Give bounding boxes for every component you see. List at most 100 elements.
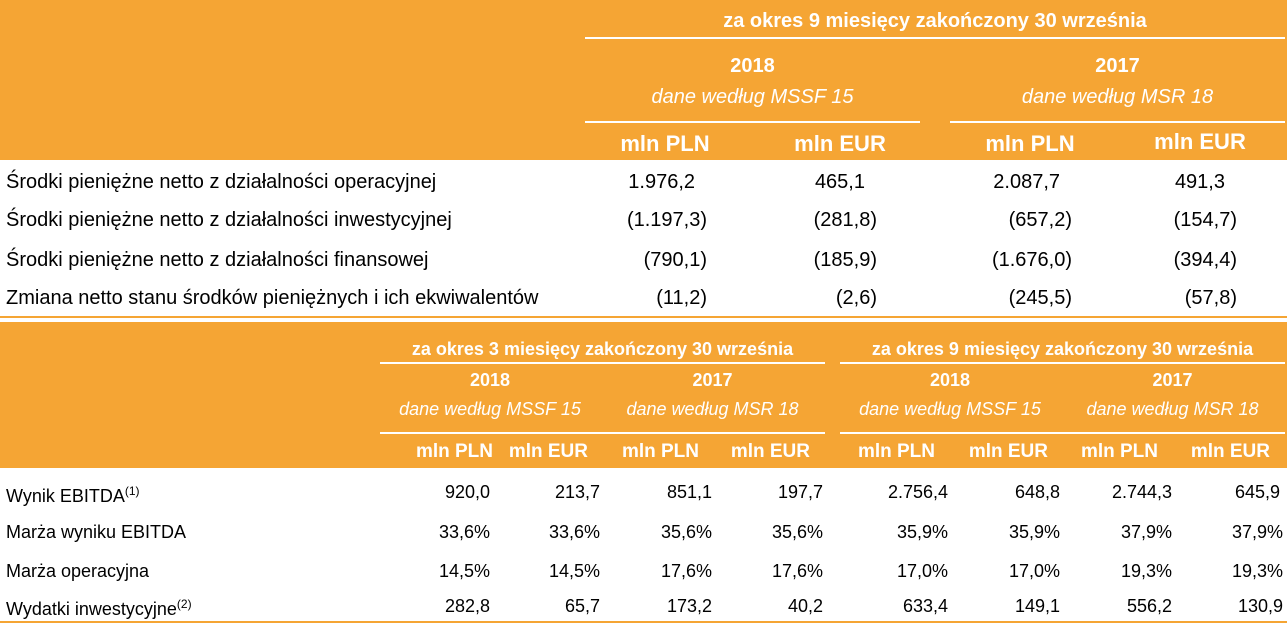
cell-value: (657,2) bbox=[1008, 209, 1072, 231]
cell-value: 851,1 bbox=[666, 482, 712, 502]
table2-period-underline-9m bbox=[840, 362, 1285, 364]
cell-value: 35,6% bbox=[660, 522, 712, 542]
table2-basis: dane według MSSF 15 bbox=[859, 399, 1041, 419]
table2-period-underline-3m bbox=[380, 362, 825, 364]
cell-value: (57,8) bbox=[1184, 287, 1237, 309]
row-label-text: Marża wyniku EBITDA bbox=[6, 522, 187, 542]
cell-value: 149,1 bbox=[1014, 596, 1060, 616]
table1-basis-2017: dane według MSR 18 bbox=[1021, 86, 1214, 108]
cell-value: 17,6% bbox=[660, 561, 712, 581]
table2-unit: mln PLN bbox=[415, 441, 493, 462]
table2-basis: dane według MSR 18 bbox=[1086, 399, 1259, 419]
table2-unit: mln EUR bbox=[508, 441, 588, 462]
table2-year: 2018 bbox=[469, 370, 511, 390]
footnote-marker: (1) bbox=[124, 484, 140, 498]
cell-value: 40,2 bbox=[787, 596, 823, 616]
cell-value: 14,5% bbox=[548, 561, 600, 581]
table1-period-underline bbox=[585, 37, 1285, 39]
cell-value: 648,8 bbox=[1014, 482, 1060, 502]
row-label-text: Marża operacyjna bbox=[6, 561, 150, 581]
row-label-text: Wydatki inwestycyjne bbox=[6, 599, 177, 619]
cell-value: 14,5% bbox=[438, 561, 490, 581]
table1-unit: mln EUR bbox=[1154, 129, 1246, 154]
cell-value: 2.087,7 bbox=[993, 171, 1060, 193]
cell-value: 920,0 bbox=[444, 482, 490, 502]
cell-value: 2.756,4 bbox=[887, 482, 948, 502]
cell-value: (790,1) bbox=[643, 249, 707, 271]
cell-value: 17,0% bbox=[1008, 561, 1060, 581]
cell-value: (11,2) bbox=[656, 287, 707, 309]
table1-year-2017: 2017 bbox=[1095, 55, 1140, 77]
cell-value: 2.744,3 bbox=[1111, 482, 1172, 502]
cell-value: (2,6) bbox=[835, 287, 877, 309]
cell-value: 33,6% bbox=[438, 522, 490, 542]
cell-value: 173,2 bbox=[666, 596, 712, 616]
cell-value: 37,9% bbox=[1120, 522, 1172, 542]
table1-year-2018: 2018 bbox=[730, 55, 775, 77]
row-label: Środki pieniężne netto z działalności in… bbox=[6, 209, 452, 231]
table1-period-header: za okres 9 miesięcy zakończony 30 wrześn… bbox=[723, 10, 1147, 32]
table2-year: 2017 bbox=[1152, 370, 1193, 390]
table2-period-header-9m: za okres 9 miesięcy zakończony 30 wrześn… bbox=[871, 339, 1254, 359]
cell-value: 35,9% bbox=[1008, 522, 1060, 542]
cell-value: 37,9% bbox=[1231, 522, 1283, 542]
row-label: Marża operacyjna bbox=[6, 561, 149, 582]
table1-bottom-rule bbox=[0, 316, 1287, 318]
cell-value: 19,3% bbox=[1231, 561, 1283, 581]
footnote-marker: (2) bbox=[176, 597, 192, 611]
row-label-text: Wynik EBITDA bbox=[6, 486, 125, 506]
cell-value: (154,7) bbox=[1173, 209, 1237, 231]
row-label: Marża wyniku EBITDA bbox=[6, 522, 186, 543]
table2-unit: mln PLN bbox=[1080, 441, 1158, 462]
table1-unit: mln EUR bbox=[794, 131, 886, 156]
cell-value: 645,9 bbox=[1234, 482, 1280, 502]
table2-basis: dane według MSR 18 bbox=[626, 399, 799, 419]
table2-header-band bbox=[0, 322, 1287, 468]
cell-value: (185,9) bbox=[813, 249, 877, 271]
cell-value: 213,7 bbox=[554, 482, 600, 502]
cell-value: 35,9% bbox=[896, 522, 948, 542]
row-label: Wynik EBITDA(1) bbox=[6, 484, 140, 507]
table1-units-line-right bbox=[950, 121, 1285, 123]
cell-value: (281,8) bbox=[813, 209, 877, 231]
cell-value: 556,2 bbox=[1126, 596, 1172, 616]
cell-value: 35,6% bbox=[771, 522, 823, 542]
cell-value: 130,9 bbox=[1237, 596, 1283, 616]
cell-value: 65,7 bbox=[564, 596, 600, 616]
row-label: Wydatki inwestycyjne(2) bbox=[6, 597, 192, 620]
cell-value: 17,0% bbox=[896, 561, 948, 581]
table2-unit: mln PLN bbox=[621, 441, 699, 462]
table2-basis: dane według MSSF 15 bbox=[399, 399, 581, 419]
row-label: Zmiana netto stanu środków pieniężnych i… bbox=[6, 287, 539, 309]
cell-value: 17,6% bbox=[771, 561, 823, 581]
table2-unit: mln EUR bbox=[968, 441, 1048, 462]
table2-units-line-3m bbox=[380, 432, 825, 434]
cell-value: (394,4) bbox=[1173, 249, 1237, 271]
cell-value: 1.976,2 bbox=[628, 171, 695, 193]
cell-value: 197,7 bbox=[777, 482, 823, 502]
table1-units-line-left bbox=[585, 121, 920, 123]
cell-value: 491,3 bbox=[1174, 171, 1225, 193]
table2-unit: mln EUR bbox=[1190, 441, 1270, 462]
table1-unit: mln PLN bbox=[985, 131, 1075, 156]
cell-value: 465,1 bbox=[814, 171, 865, 193]
cell-value: (1.676,0) bbox=[991, 249, 1072, 271]
table2-unit: mln EUR bbox=[730, 441, 810, 462]
cell-value: 19,3% bbox=[1120, 561, 1172, 581]
cell-value: 282,8 bbox=[444, 596, 490, 616]
cell-value: 633,4 bbox=[902, 596, 948, 616]
table1-basis-2018: dane według MSSF 15 bbox=[651, 86, 854, 108]
table1-unit: mln PLN bbox=[620, 131, 710, 156]
table2-units-line-9m bbox=[840, 432, 1285, 434]
table2-unit: mln PLN bbox=[857, 441, 935, 462]
table2-bottom-rule bbox=[0, 621, 1287, 623]
cell-value: (245,5) bbox=[1008, 287, 1072, 309]
cell-value: 33,6% bbox=[548, 522, 600, 542]
table2-period-header-3m: za okres 3 miesięcy zakończony 30 wrześn… bbox=[411, 339, 794, 359]
row-label: Środki pieniężne netto z działalności op… bbox=[6, 171, 437, 193]
table2-year: 2018 bbox=[929, 370, 971, 390]
table2-year: 2017 bbox=[692, 370, 733, 390]
table1-header-band bbox=[0, 0, 1287, 160]
row-label: Środki pieniężne netto z działalności fi… bbox=[6, 249, 429, 271]
cell-value: (1.197,3) bbox=[626, 209, 707, 231]
